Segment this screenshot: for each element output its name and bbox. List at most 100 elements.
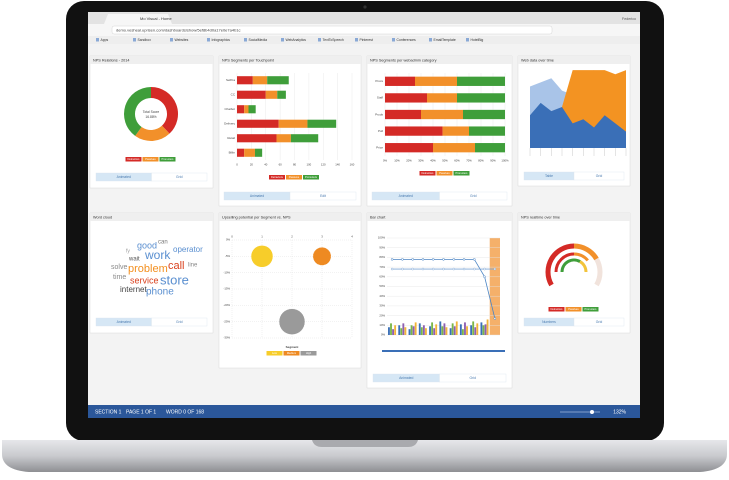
line-point — [462, 267, 466, 271]
legend-swatch — [142, 157, 159, 162]
bookmark[interactable]: Websites — [175, 38, 189, 42]
donut-slice — [151, 87, 178, 134]
y-tick-label: Price — [376, 145, 383, 149]
word: store — [160, 272, 189, 287]
tab[interactable] — [439, 191, 508, 201]
tab[interactable] — [439, 373, 507, 383]
tab-label[interactable]: Animated — [250, 194, 264, 198]
bookmark-icon[interactable] — [170, 38, 173, 42]
legend-label: Detractors — [422, 171, 435, 175]
bookmark-icon[interactable] — [318, 38, 321, 42]
bar-segment — [433, 143, 475, 153]
legend-label: Detractors — [271, 175, 284, 179]
bar-segment — [244, 105, 249, 114]
tab[interactable] — [151, 172, 208, 182]
tab-label[interactable]: Animated — [117, 175, 131, 179]
bar — [398, 325, 401, 335]
bar — [482, 325, 485, 335]
tab-bar — [88, 12, 640, 24]
tab-label[interactable]: Animated — [399, 194, 413, 198]
tab[interactable] — [573, 171, 625, 181]
bar-segment — [276, 134, 291, 143]
legend-label: Detractors — [128, 157, 141, 161]
tab-label[interactable]: Animated — [117, 320, 131, 324]
x-tick-label: 100 — [307, 163, 312, 167]
bookmark[interactable]: HotelBig — [471, 38, 484, 42]
panel-header — [219, 213, 361, 221]
bookmark-icon[interactable] — [355, 38, 358, 42]
word: solve — [111, 264, 127, 271]
bookmark[interactable]: SocialMedia — [249, 38, 268, 42]
bookmark[interactable]: Sandbox — [138, 38, 152, 42]
bookmark[interactable]: EmailTemplate — [434, 38, 456, 42]
tab[interactable] — [573, 317, 625, 327]
user-name[interactable]: Federico — [622, 17, 636, 21]
bar-segment — [278, 119, 308, 128]
bar-segment — [385, 143, 433, 153]
bookmark[interactable]: Infographics — [212, 38, 231, 42]
gauge-arc — [573, 243, 599, 261]
tab[interactable] — [289, 191, 357, 201]
bubble — [250, 245, 274, 268]
tab-label[interactable]: Edit — [320, 194, 326, 198]
tab-title[interactable]: Mo Visual - Home — [140, 16, 172, 21]
gauge-inner-arc — [554, 252, 575, 273]
bookmark-icon[interactable] — [96, 38, 99, 42]
bookmark-icon[interactable] — [466, 38, 469, 42]
bar — [466, 326, 468, 335]
legend-swatch — [453, 171, 470, 176]
bookmark[interactable]: Pinterest — [360, 38, 373, 42]
tab-label[interactable]: Grid — [176, 320, 183, 324]
line-point — [483, 267, 486, 271]
bookmark[interactable]: Conferences — [397, 38, 417, 42]
legend-swatch — [548, 307, 565, 312]
tab-label[interactable]: Animated — [399, 376, 413, 380]
line-point — [493, 317, 497, 320]
bar-segment — [385, 93, 427, 103]
address-bar[interactable] — [111, 25, 553, 35]
bar — [431, 322, 434, 335]
bookmark[interactable]: Apps — [101, 38, 109, 42]
line-point — [442, 267, 445, 271]
tab-label[interactable]: Grid — [176, 175, 183, 179]
bookmark-icon[interactable] — [392, 38, 395, 42]
bar — [390, 323, 392, 335]
tab-label[interactable]: Grid — [596, 174, 603, 178]
donut-slice — [135, 125, 170, 141]
line-point — [431, 267, 435, 271]
url[interactable]: demo.vesheal.uprisen.com/dashboards/show… — [116, 28, 241, 33]
bookmark[interactable]: TextToSpeech — [323, 38, 344, 42]
line-point — [390, 267, 394, 271]
gauge-arc — [594, 257, 603, 287]
x-tick-label: 40 — [264, 163, 268, 167]
bookmark-icon[interactable] — [281, 38, 284, 42]
tab-label[interactable]: Grid — [596, 320, 603, 324]
bar — [435, 324, 438, 335]
tab[interactable] — [151, 317, 208, 327]
line-point — [452, 267, 456, 271]
bookmark[interactable]: WebAnalytics — [286, 38, 307, 42]
y-tick-label: 10% — [379, 323, 385, 327]
tab-label[interactable]: Numbers — [542, 320, 556, 324]
bookmark-icon[interactable] — [207, 38, 210, 42]
x-tick-label: 20 — [250, 163, 254, 167]
x-tick-label: 60% — [454, 159, 460, 163]
x-tick-label: 1 — [261, 235, 263, 239]
bar-segment — [237, 76, 253, 85]
bar-segment — [237, 134, 277, 143]
tab-label[interactable]: Grid — [470, 194, 477, 198]
y-tick-label: 0% — [381, 333, 386, 337]
bookmark-icon[interactable] — [429, 38, 432, 42]
bar-segment — [415, 76, 457, 86]
panel-header — [367, 213, 512, 221]
panel — [89, 55, 214, 189]
browser-tab[interactable] — [104, 14, 172, 24]
bookmark-icon[interactable] — [244, 38, 247, 42]
tab-label[interactable]: Table — [545, 174, 553, 178]
zoom-level[interactable]: 132% — [613, 409, 626, 415]
bookmark-icon[interactable] — [133, 38, 136, 42]
legend-swatch — [125, 157, 142, 162]
x-tick-label: 0% — [383, 159, 388, 163]
tab-label[interactable]: Grid — [470, 376, 477, 380]
zoom-knob[interactable] — [590, 410, 594, 414]
